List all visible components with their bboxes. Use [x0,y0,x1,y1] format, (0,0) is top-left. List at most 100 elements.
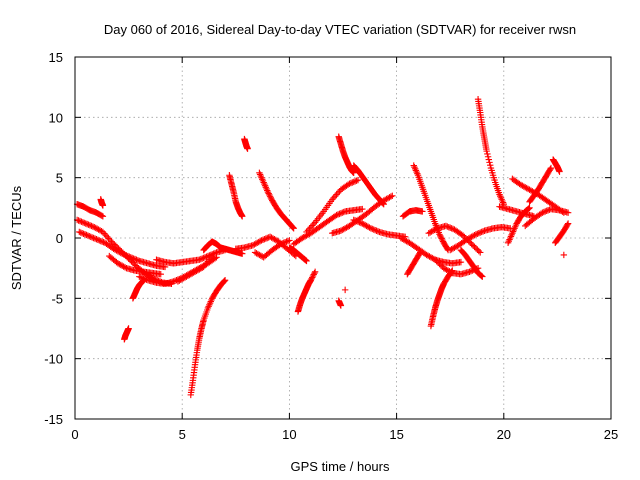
x-tick-label: 0 [71,427,78,442]
data-point [88,234,96,241]
data-point [211,249,219,257]
data-point [279,240,286,247]
data-point [121,251,129,259]
data-point [477,229,484,236]
data-point [82,220,89,227]
data-point [267,194,275,201]
data-point [303,257,310,265]
data-point [379,200,387,207]
data-point [203,253,210,260]
data-point [78,229,86,237]
data-point [289,224,297,231]
data-point [387,193,395,200]
data-point [346,180,353,187]
data-point [466,268,473,275]
data-point [353,177,360,184]
data-point [221,277,229,284]
data-point [283,238,290,245]
data-point [79,219,87,226]
data-point [431,256,439,263]
data-point [262,235,270,242]
data-point [419,208,426,215]
data-point [367,225,375,232]
data-point [143,276,150,283]
data-point [308,275,315,283]
data-point [264,188,272,196]
data-point [81,219,88,227]
y-tick-label: 0 [56,231,63,246]
data-point [89,223,97,230]
x-tick-label: 15 [389,427,403,442]
x-tick-label: 25 [604,427,618,442]
data-point [124,252,132,260]
data-point [261,236,268,243]
data-point [196,256,203,263]
data-point [447,224,454,231]
data-point [437,262,445,269]
data-point [133,256,140,263]
data-point [131,255,139,263]
data-point [350,169,357,177]
data-point [459,232,467,239]
data-point [374,228,382,235]
data-point [75,217,82,224]
data-point [483,147,490,155]
x-tick-label: 20 [497,427,511,442]
data-point [479,273,486,280]
data-point [121,264,129,271]
data-point [477,272,485,279]
data-point [436,231,443,238]
data-point [380,201,387,208]
data-point [564,221,571,228]
data-point [350,216,357,224]
x-tick-label: 5 [179,427,186,442]
data-point [472,245,480,252]
data-point [277,240,285,248]
data-point [457,258,465,266]
data-point [81,231,89,238]
data-point [347,179,355,187]
data-point [84,232,92,239]
data-point [487,161,494,169]
data-point [433,257,440,265]
data-point [474,230,481,237]
data-point [437,233,445,241]
data-point [93,236,100,243]
data-point [445,223,452,231]
data-point [239,250,246,257]
data-point [266,193,274,200]
data-point [432,225,440,233]
data-point [94,236,102,244]
data-point [336,210,343,218]
data-point [359,205,366,213]
data-point [197,255,204,263]
data-point [78,218,85,225]
data-point [76,228,83,236]
data-point [117,249,124,257]
data-point [76,217,84,225]
data-point [468,240,475,248]
data-point [436,260,443,268]
y-axis-label: SDTVAR / TECUs [9,185,24,290]
data-point [111,241,118,248]
data-point [80,230,87,237]
data-point [337,302,345,309]
data-point [87,233,94,240]
data-point [90,234,97,242]
data-point [475,229,482,237]
data-point [265,190,272,197]
data-point [542,208,549,215]
data-point [109,239,117,247]
data-point [471,243,478,251]
data-point [434,259,442,266]
data-point [474,246,481,253]
data-point [129,259,137,266]
data-point [128,254,136,262]
y-tick-label: 5 [56,171,63,186]
data-point [310,271,317,278]
y-tick-label: -15 [44,412,63,427]
data-point [337,210,345,217]
data-point [478,228,485,236]
data-point [98,238,106,245]
